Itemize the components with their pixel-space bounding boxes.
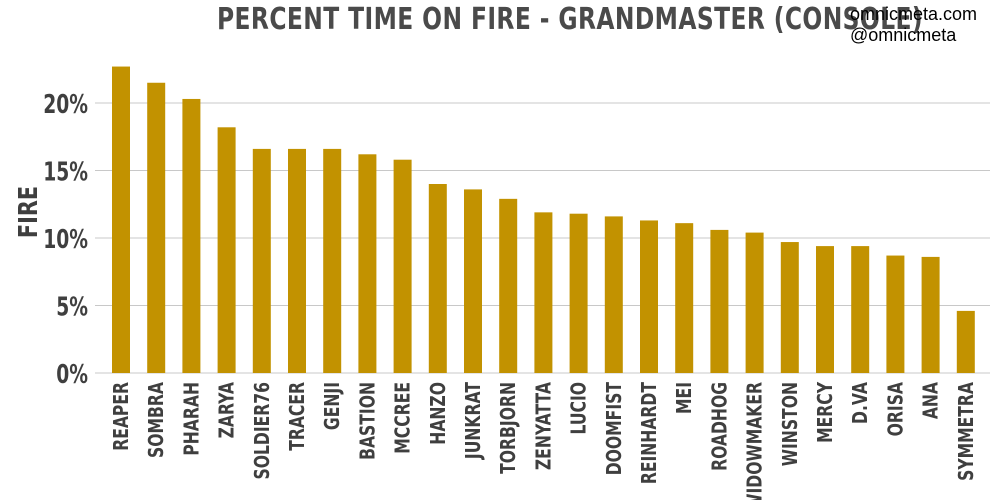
bar-lucio xyxy=(569,213,588,373)
category-label: WINSTON xyxy=(779,382,802,466)
bar-zenyatta xyxy=(534,212,553,373)
bar-mei xyxy=(675,223,694,373)
category-label: HANZO xyxy=(427,382,450,445)
bar-roadhog xyxy=(710,229,729,373)
y-tick-label: 0% xyxy=(56,360,88,390)
category-label: ROADHOG xyxy=(709,382,732,471)
bar-ana xyxy=(921,256,940,373)
bar-reaper xyxy=(112,66,130,374)
bar-mccree xyxy=(393,159,412,373)
category-label: MERCY xyxy=(814,381,837,443)
category-label: D.VA xyxy=(849,382,872,424)
category-label: ANA xyxy=(920,382,943,419)
bar-mercy xyxy=(816,246,834,373)
bar-soldier76 xyxy=(252,148,271,373)
category-label: SYMMETRA xyxy=(955,382,978,481)
bar-pharah xyxy=(182,98,201,373)
y-tick-label: 20% xyxy=(43,90,88,120)
bar-winston xyxy=(780,242,799,373)
bars xyxy=(112,66,975,374)
bar-zarya xyxy=(217,127,236,373)
category-label: PHARAH xyxy=(181,382,204,456)
category-label: TORBJORN xyxy=(497,382,520,474)
category-label: ORISA xyxy=(885,382,908,436)
y-tick-label: 5% xyxy=(56,293,88,323)
y-tick-label: 15% xyxy=(43,158,88,188)
bar-genji xyxy=(323,148,342,373)
category-label: GENJI xyxy=(321,382,344,430)
category-label: REINHARDT xyxy=(638,381,661,484)
y-tick-labels: 0% 5% 10% 15% 20% xyxy=(43,90,88,390)
category-label: BASTION xyxy=(357,382,380,460)
bar-doomfist xyxy=(604,216,623,373)
bar-widowmaker xyxy=(745,232,764,373)
bar-orisa xyxy=(886,255,905,373)
bar-hanzo xyxy=(428,184,447,373)
y-axis-label: FIRE xyxy=(13,186,44,238)
y-tick-label: 10% xyxy=(43,225,88,255)
bar-torbjorn xyxy=(499,198,518,373)
category-label: DOOMFIST xyxy=(603,381,626,475)
category-label: MCCREE xyxy=(392,382,415,454)
bar-symmetra xyxy=(956,310,975,373)
category-label: MEI xyxy=(673,382,696,414)
category-label: ZENYATTA xyxy=(533,382,556,470)
category-label: ZARYA xyxy=(216,382,239,438)
category-label: SOMBRA xyxy=(145,382,168,458)
category-label: WIDOWMAKER xyxy=(744,382,767,500)
credit-site: omnicmeta.com xyxy=(850,4,978,24)
bar-sombra xyxy=(147,82,166,373)
bar-tracer xyxy=(288,148,306,373)
category-labels: REAPER SOMBRA PHARAH ZARYA SOLDIER76 TRACER GE… xyxy=(110,381,978,500)
category-label: TRACER xyxy=(286,382,309,451)
bar-d-va xyxy=(851,246,870,373)
category-label: SOLDIER76 xyxy=(251,382,274,479)
category-label: JUNKRAT xyxy=(462,381,485,460)
credit-block: omnicmeta.com @omnicmeta xyxy=(850,4,977,46)
bar-reinhardt xyxy=(640,220,658,373)
category-label: REAPER xyxy=(110,382,133,451)
bar-junkrat xyxy=(464,189,482,373)
credit-handle: @omnicmeta xyxy=(850,25,957,45)
bar-bastion xyxy=(358,154,377,373)
category-label: LUCIO xyxy=(568,382,591,435)
